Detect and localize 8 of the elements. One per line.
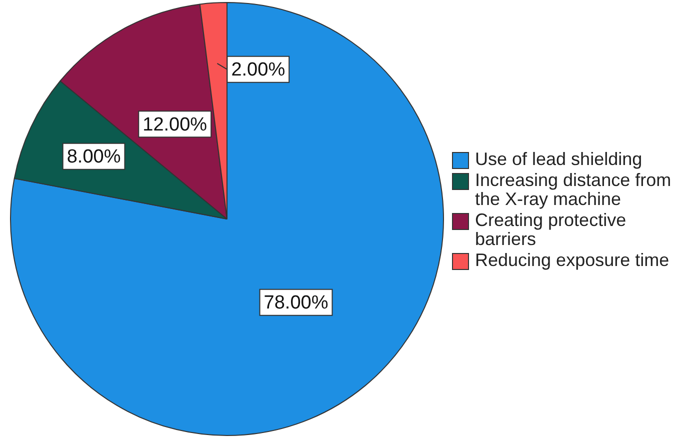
data-label: 2.00% [231, 60, 286, 81]
data-label: 8.00% [66, 146, 121, 168]
legend-label: Use of lead shielding [475, 149, 642, 169]
legend-label: Reducing exposure time [475, 250, 670, 270]
data-label: 78.00% [264, 292, 328, 314]
legend-label: Increasing distance from the X-ray machine [475, 170, 672, 209]
data-label: 12.00% [142, 114, 208, 136]
legend-label: Creating protective barriers [475, 210, 628, 249]
